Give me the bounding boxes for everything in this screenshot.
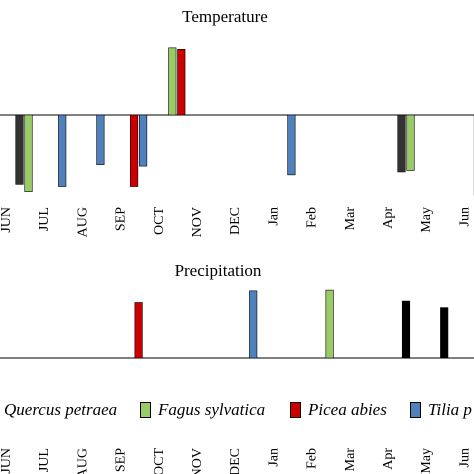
x-tick-label-0-4: OCT <box>152 207 167 235</box>
bar-0-quercus-petraea-jun-0 <box>15 114 24 185</box>
x-tick-label-0-12: Jun <box>457 207 472 226</box>
legend-swatch-tilia <box>410 402 421 418</box>
bar-0-tilia-p-aug-2 <box>96 114 105 165</box>
bar-0-tilia-p-jan-7 <box>287 114 296 176</box>
x-tick-label-1-12: Jun <box>457 448 472 467</box>
temperature-panel: JUN JUL AUG SEP OCT NOV DEC Jan Feb Mar Apr May Jun <box>0 47 474 237</box>
x-tick-label-0-9: Mar <box>343 207 358 231</box>
temperature-title: Temperature <box>182 7 268 26</box>
legend-swatch-fagus <box>140 402 151 418</box>
x-tick-label-0-3: SEP <box>114 207 129 231</box>
x-tick-label-0-11: May <box>419 207 434 233</box>
x-tick-label-0-5: NOV <box>190 207 205 237</box>
bar-0-fagus-sylvatica-oct-4 <box>168 47 177 116</box>
x-tick-label-1-4: OCT <box>152 448 167 474</box>
x-tick-label-1-8: Feb <box>305 448 320 469</box>
bar-1-fagus-sylvatica-feb-8 <box>325 289 334 359</box>
bar-0-fagus-sylvatica-apr-10 <box>406 114 415 171</box>
x-tick-label-0-6: DEC <box>228 207 243 235</box>
x-tick-label-0-8: Feb <box>305 207 320 228</box>
x-tick-label-1-7: Jan <box>266 448 281 467</box>
legend-item-fagus: Fagus sylvatica <box>140 400 265 420</box>
bar-1-picea-abies-sep-3 <box>134 302 143 359</box>
precipitation-title: Precipitation <box>175 261 262 280</box>
legend-swatch-picea <box>290 402 301 418</box>
precipitation-panel: JUN JUL AUG SEP OCT NOV DEC Jan Feb Mar Apr May Jun <box>0 289 474 474</box>
x-tick-label-0-10: Apr <box>381 207 396 229</box>
bar-0-quercus-petraea-apr-10 <box>397 114 406 173</box>
bar-1-quercus-petraea-apr-10 <box>401 300 411 359</box>
legend-label-picea: Picea abies <box>308 400 387 419</box>
bar-0-tilia-p-jul-1 <box>58 114 67 187</box>
bar-0-picea-abies-oct-4 <box>177 48 186 116</box>
x-tick-label-1-11: May <box>419 448 434 474</box>
legend-item-quercus: Quercus petraea <box>0 400 117 420</box>
x-tick-label-0-1: JUL <box>37 207 52 231</box>
x-tick-label-1-9: Mar <box>343 448 358 472</box>
x-tick-label-1-10: Apr <box>381 448 396 470</box>
legend-label-quercus: Quercus petraea <box>4 400 118 419</box>
legend-label-tilia: Tilia p <box>428 400 472 419</box>
legend-label-fagus: Fagus sylvatica <box>158 400 266 419</box>
bar-1-quercus-petraea-may-11 <box>440 307 449 359</box>
legend: Quercus petraea Fagus sylvatica Picea ab… <box>0 400 474 430</box>
x-tick-label-0-7: Jan <box>266 207 281 226</box>
x-tick-label-0-2: AUG <box>75 207 90 237</box>
x-tick-label-1-6: DEC <box>228 448 243 474</box>
x-tick-label-0-0: JUN <box>0 207 14 233</box>
x-tick-label-1-0: JUN <box>0 448 14 474</box>
bar-1-tilia-p-dec-6 <box>249 290 258 359</box>
bar-0-fagus-sylvatica-jun-0 <box>24 114 33 192</box>
legend-item-tilia: Tilia p <box>410 400 472 420</box>
bar-0-tilia-p-sep-3 <box>139 114 148 167</box>
x-tick-label-1-1: JUL <box>37 448 52 472</box>
x-tick-label-1-5: NOV <box>190 448 205 474</box>
legend-item-picea: Picea abies <box>290 400 387 420</box>
bar-0-picea-abies-sep-3 <box>130 114 139 187</box>
x-tick-label-1-3: SEP <box>114 448 129 472</box>
x-tick-label-1-2: AUG <box>75 448 90 474</box>
